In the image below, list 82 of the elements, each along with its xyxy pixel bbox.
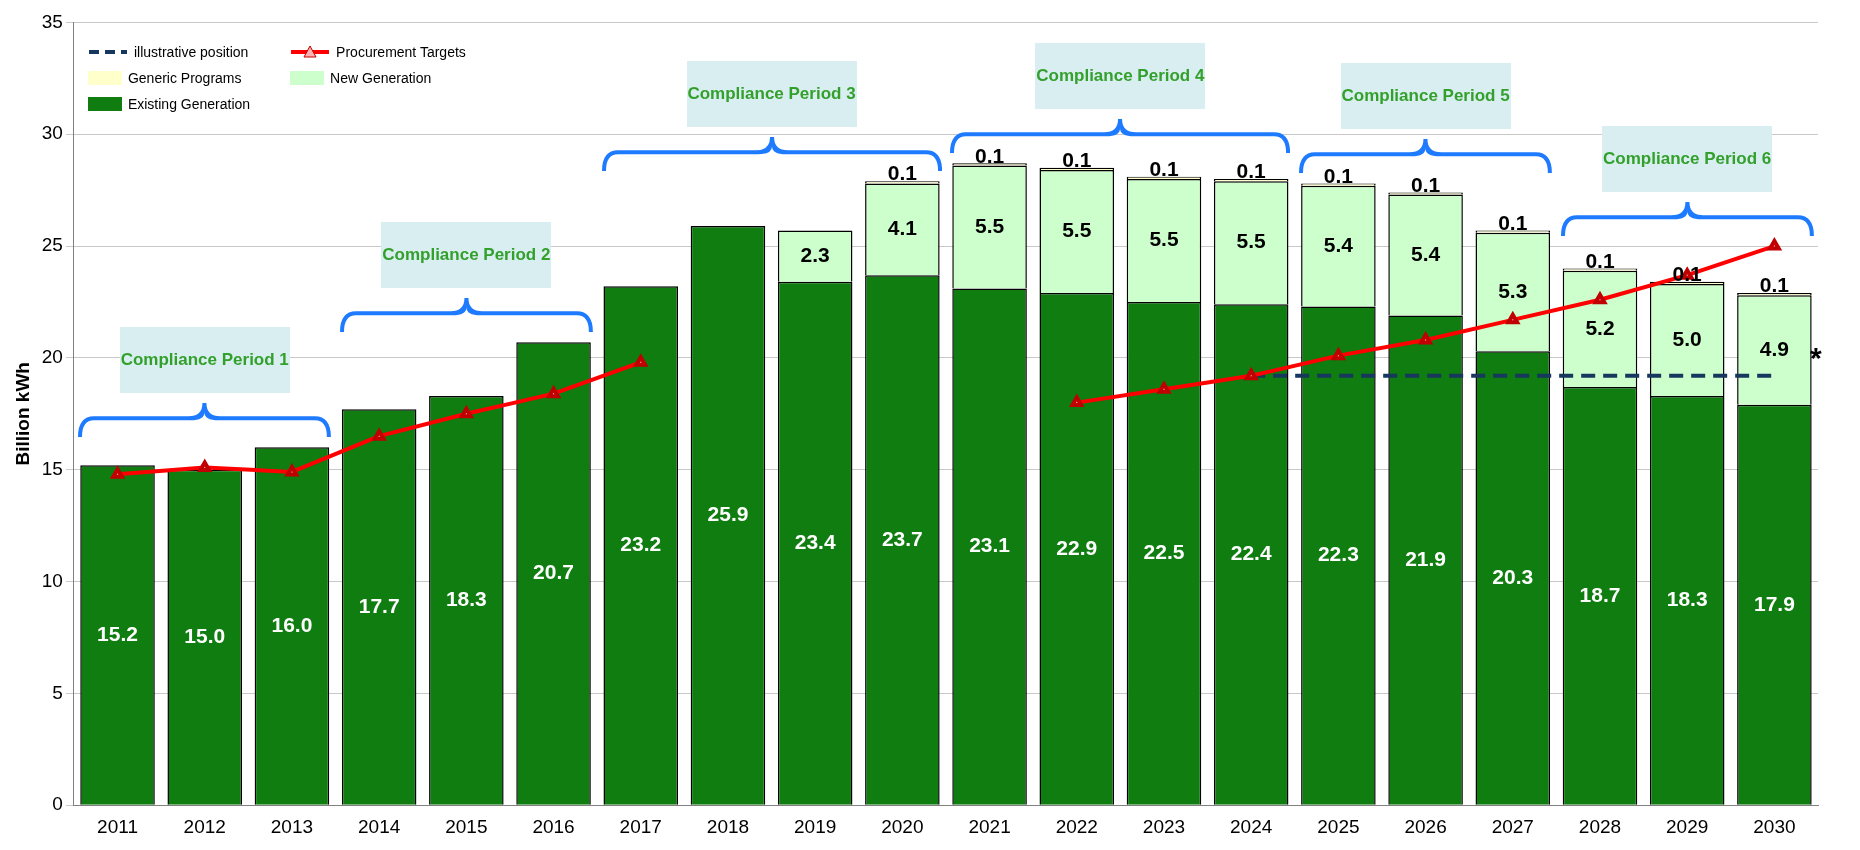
- x-tick-label: 2015: [445, 815, 488, 837]
- y-axis-title: Billion kWh: [11, 362, 33, 466]
- data-label: 4.1: [887, 216, 918, 240]
- x-tick-label: 2017: [619, 815, 662, 837]
- x-tick-label: 2026: [1404, 815, 1447, 837]
- x-tick-label: 2028: [1578, 815, 1622, 837]
- data-label: 5.5: [1149, 227, 1179, 251]
- data-label: 23.1: [969, 533, 1011, 557]
- data-label: 5.5: [1062, 218, 1092, 242]
- data-label: 0.1: [1410, 172, 1441, 196]
- legend-label: Procurement Targets: [336, 44, 466, 61]
- data-label: 0.1: [1062, 148, 1092, 172]
- data-label: 0.1: [1149, 157, 1179, 181]
- x-tick-label: 2020: [881, 815, 924, 837]
- x-tick-label: 2016: [532, 815, 575, 837]
- band-label: Compliance Period 4: [1035, 43, 1206, 110]
- data-label: 0.1: [887, 161, 918, 185]
- x-tick-label: 2018: [706, 815, 750, 837]
- legend-label: Generic Programs: [127, 70, 242, 87]
- data-label: 23.7: [881, 526, 923, 550]
- x-tick-label: 2025: [1317, 815, 1360, 837]
- legend-label: Existing Generation: [127, 96, 251, 113]
- data-label: 15.2: [97, 621, 138, 645]
- data-label: 0.1: [1759, 273, 1790, 297]
- x-tick-label: 2013: [270, 815, 314, 837]
- data-label: 16.0: [271, 612, 313, 636]
- legend-label: New Generation: [330, 70, 432, 87]
- band-label: Compliance Period 1: [119, 327, 290, 394]
- data-label: 21.9: [1405, 546, 1447, 570]
- data-label: 5.4: [1410, 241, 1441, 265]
- data-label: 20.3: [1492, 564, 1534, 588]
- legend-label: illustrative position: [133, 44, 249, 61]
- data-label: 0.1: [1585, 248, 1615, 272]
- data-label: 23.4: [794, 530, 836, 554]
- x-tick-label: 2011: [97, 815, 138, 837]
- y-tick-label: 0: [52, 793, 63, 815]
- x-tick-label: 2012: [183, 815, 226, 837]
- data-label: 5.3: [1498, 278, 1528, 302]
- data-label: 22.9: [1056, 535, 1098, 559]
- data-label: 5.5: [1236, 229, 1267, 253]
- data-label: 22.4: [1230, 541, 1272, 565]
- y-tick-label: 35: [41, 10, 63, 32]
- x-tick-label: 2029: [1666, 815, 1709, 837]
- data-label: 22.5: [1143, 540, 1185, 564]
- data-label: 5.0: [1672, 326, 1702, 350]
- data-label: 22.3: [1317, 542, 1359, 566]
- band-label: Compliance Period 6: [1602, 126, 1773, 193]
- data-label: 4.9: [1759, 336, 1789, 360]
- data-label: 17.7: [358, 593, 400, 617]
- data-label: 0.1: [1323, 163, 1354, 187]
- data-label: 18.3: [1666, 587, 1708, 611]
- data-label: 5.5: [974, 213, 1005, 237]
- data-label: 5.2: [1585, 315, 1615, 339]
- y-tick-label: 5: [52, 681, 63, 703]
- data-label: 25.9: [707, 502, 749, 526]
- band-label: Compliance Period 2: [381, 222, 552, 289]
- x-tick-label: 2030: [1753, 815, 1796, 837]
- data-label: 20.7: [533, 560, 574, 584]
- data-label: 2.3: [800, 242, 830, 266]
- x-tick-label: 2023: [1142, 815, 1186, 837]
- data-label: 23.2: [620, 532, 662, 556]
- band-label: Compliance Period 5: [1340, 63, 1511, 130]
- y-tick-label: 10: [41, 569, 63, 591]
- x-tick-label: 2027: [1491, 815, 1534, 837]
- data-label: 5.4: [1323, 232, 1354, 256]
- y-tick-label: 15: [41, 457, 63, 479]
- data-label: 18.3: [445, 587, 487, 611]
- data-label: 0.1: [1498, 210, 1528, 234]
- x-tick-label: 2024: [1230, 815, 1273, 837]
- band-label: Compliance Period 3: [686, 61, 857, 128]
- x-tick-label: 2019: [794, 815, 837, 837]
- y-tick-label: 25: [41, 234, 63, 256]
- y-tick-label: 20: [41, 346, 63, 368]
- data-label: 17.9: [1753, 591, 1795, 615]
- x-tick-label: 2021: [968, 815, 1011, 837]
- data-label: 0.1: [1236, 159, 1267, 183]
- data-label: 18.7: [1579, 582, 1621, 606]
- data-label: 0.1: [974, 143, 1005, 167]
- x-tick-label: 2022: [1055, 815, 1098, 837]
- y-tick-label: 30: [41, 122, 63, 144]
- data-label: 15.0: [184, 624, 226, 647]
- x-tick-label: 2014: [358, 815, 401, 837]
